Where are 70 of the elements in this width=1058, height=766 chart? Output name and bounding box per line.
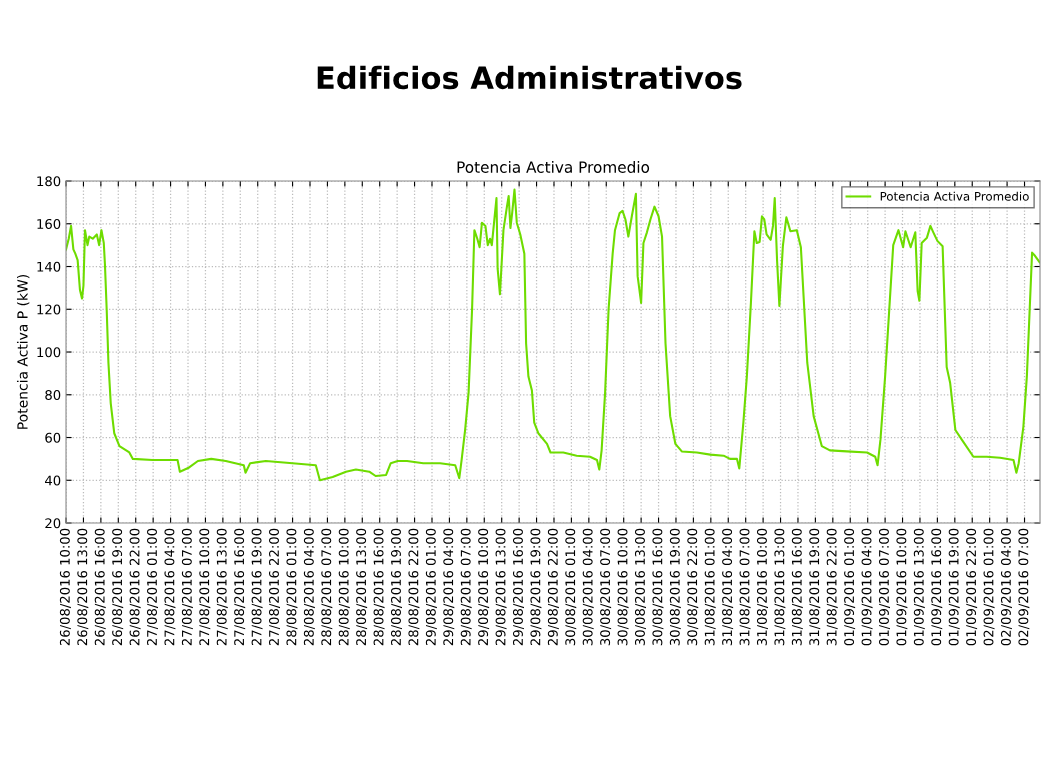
x-tick-label: 26/08/2016 19:00 — [112, 528, 124, 646]
y-tick-label: 20 — [45, 518, 61, 529]
x-tick-label: 28/08/2016 01:00 — [286, 528, 298, 646]
x-tick-label: 30/08/2016 22:00 — [687, 528, 699, 646]
x-tick-label: 30/08/2016 04:00 — [582, 528, 594, 646]
x-tick-label: 01/09/2016 04:00 — [861, 528, 873, 646]
x-tick-label: 29/08/2016 10:00 — [478, 528, 490, 646]
x-tick-label: 31/08/2016 01:00 — [704, 528, 716, 646]
x-tick-label: 01/09/2016 22:00 — [966, 528, 978, 646]
x-tick-label: 30/08/2016 01:00 — [565, 528, 577, 646]
x-tick-label: 27/08/2016 22:00 — [269, 528, 281, 646]
x-tick-label: 31/08/2016 19:00 — [809, 528, 821, 646]
x-tick-label: 27/08/2016 13:00 — [216, 528, 228, 646]
x-tick-label: 31/08/2016 04:00 — [722, 528, 734, 646]
x-tick-label: 27/08/2016 07:00 — [181, 528, 193, 646]
x-tick-label: 29/08/2016 19:00 — [530, 528, 542, 646]
y-tick-label: 140 — [37, 261, 61, 272]
x-tick-label: 26/08/2016 16:00 — [94, 528, 106, 646]
chart-title: Edificios Administrativos — [317, 65, 742, 90]
y-tick-label: 40 — [45, 475, 61, 486]
x-tick-label: 28/08/2016 10:00 — [338, 528, 350, 646]
x-tick-label: 30/08/2016 16:00 — [652, 528, 664, 646]
y-axis-title: Potencia Activa P (kW) — [16, 275, 30, 429]
x-tick-label: 02/09/2016 07:00 — [1018, 528, 1030, 646]
x-tick-label: 02/09/2016 01:00 — [983, 528, 995, 646]
x-tick-label: 30/08/2016 07:00 — [600, 528, 612, 646]
x-tick-label: 30/08/2016 10:00 — [617, 528, 629, 646]
y-tick-label: 120 — [37, 304, 61, 315]
x-tick-label: 01/09/2016 19:00 — [948, 528, 960, 646]
x-tick-label: 29/08/2016 16:00 — [512, 528, 524, 646]
x-tick-label: 28/08/2016 22:00 — [408, 528, 420, 646]
x-tick-label: 01/09/2016 01:00 — [844, 528, 856, 646]
x-tick-label: 29/08/2016 07:00 — [460, 528, 472, 646]
x-tick-label: 29/08/2016 04:00 — [443, 528, 455, 646]
x-tick-label: 02/09/2016 04:00 — [1000, 528, 1012, 646]
x-tick-label: 28/08/2016 04:00 — [303, 528, 315, 646]
x-tick-label: 29/08/2016 01:00 — [425, 528, 437, 646]
x-tick-label: 31/08/2016 07:00 — [739, 528, 751, 646]
x-tick-label: 29/08/2016 22:00 — [547, 528, 559, 646]
y-tick-label: 60 — [45, 432, 61, 443]
x-tick-label: 29/08/2016 13:00 — [495, 528, 507, 646]
x-tick-label: 26/08/2016 10:00 — [59, 528, 71, 646]
x-tick-label: 01/09/2016 07:00 — [878, 528, 890, 646]
x-tick-label: 30/08/2016 13:00 — [634, 528, 646, 646]
x-tick-label: 26/08/2016 13:00 — [77, 528, 89, 646]
x-tick-label: 31/08/2016 22:00 — [826, 528, 838, 646]
x-tick-label: 01/09/2016 13:00 — [913, 528, 925, 646]
x-tick-label: 26/08/2016 22:00 — [129, 528, 141, 646]
x-tick-label: 28/08/2016 13:00 — [356, 528, 368, 646]
x-tick-label: 30/08/2016 19:00 — [669, 528, 681, 646]
x-tick-label: 31/08/2016 13:00 — [774, 528, 786, 646]
y-tick-label: 100 — [37, 347, 61, 358]
x-tick-label: 28/08/2016 19:00 — [390, 528, 402, 646]
x-tick-label: 31/08/2016 10:00 — [756, 528, 768, 646]
line-series — [66, 188, 1041, 482]
y-tick-label: 160 — [37, 218, 61, 229]
x-tick-label: 01/09/2016 16:00 — [931, 528, 943, 646]
x-tick-label: 01/09/2016 10:00 — [896, 528, 908, 646]
chart-subtitle: Potencia Activa Promedio — [457, 161, 650, 173]
x-tick-label: 27/08/2016 19:00 — [251, 528, 263, 646]
y-tick-label: 80 — [45, 389, 61, 400]
x-tick-label: 27/08/2016 16:00 — [234, 528, 246, 646]
x-tick-label: 27/08/2016 01:00 — [147, 528, 159, 646]
x-tick-label: 31/08/2016 16:00 — [791, 528, 803, 646]
x-tick-label: 28/08/2016 07:00 — [321, 528, 333, 646]
legend-label: Potencia Activa Promedio — [880, 191, 1029, 201]
x-tick-label: 27/08/2016 04:00 — [164, 528, 176, 646]
x-tick-label: 27/08/2016 10:00 — [199, 528, 211, 646]
x-tick-label: 28/08/2016 16:00 — [373, 528, 385, 646]
y-tick-label: 180 — [37, 176, 61, 187]
